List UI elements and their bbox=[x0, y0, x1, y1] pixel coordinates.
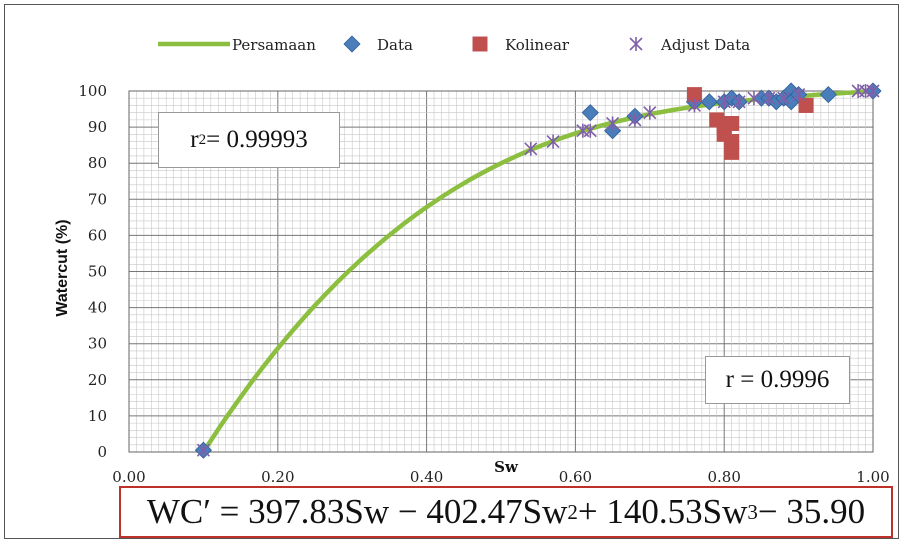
adjust-data-point bbox=[524, 141, 538, 156]
data-point bbox=[819, 86, 837, 104]
x-tick-label: 0.60 bbox=[559, 468, 592, 486]
y-tick-label: 70 bbox=[88, 190, 107, 208]
legend-item: Adjust Data bbox=[629, 36, 750, 54]
x-tick-label: 1.00 bbox=[856, 468, 889, 486]
y-axis-label: Watercut (%) bbox=[54, 219, 71, 316]
r2-base: r bbox=[190, 126, 199, 153]
adjust-data-point bbox=[643, 105, 657, 120]
legend-item: Data bbox=[343, 35, 413, 54]
y-tick-label: 50 bbox=[88, 263, 107, 281]
x-tick-label: 0.00 bbox=[112, 468, 145, 486]
legend: Persamaan Data Kolinear Adjust Data bbox=[158, 35, 750, 54]
adjust-data-point bbox=[687, 98, 702, 113]
r-annotation: r = 0.9996 bbox=[705, 356, 850, 404]
x-tick-label: 0.40 bbox=[410, 468, 443, 486]
legend-label: Data bbox=[377, 36, 413, 54]
regression-equation: WC′ = 397.83Sw − 402.47Sw 2 + 140.53Sw 3 −… bbox=[119, 486, 893, 538]
legend-swatch-square bbox=[472, 36, 488, 52]
adjust-data-point bbox=[546, 134, 560, 149]
y-tick-label: 90 bbox=[88, 118, 107, 136]
kolinear-point bbox=[724, 115, 740, 131]
plot-border bbox=[128, 90, 874, 453]
legend-item: Kolinear bbox=[472, 36, 570, 54]
y-tick-label: 0 bbox=[97, 443, 107, 461]
equation-square: 2 bbox=[567, 499, 578, 524]
adjust-data-point bbox=[628, 112, 642, 127]
adjust-data-point bbox=[747, 91, 761, 106]
legend-item: Persamaan bbox=[158, 36, 316, 54]
y-tick-label: 10 bbox=[88, 407, 107, 425]
legend-label: Kolinear bbox=[505, 36, 570, 54]
y-tick-label: 60 bbox=[88, 226, 107, 244]
r2-value: = 0.99993 bbox=[206, 126, 308, 153]
adjust-data-point bbox=[196, 443, 210, 458]
data-point bbox=[581, 104, 599, 122]
x-axis-label: Sw bbox=[494, 458, 519, 476]
adjust-data-point bbox=[762, 91, 776, 106]
kolinear-point bbox=[798, 97, 814, 113]
y-tick-label: 100 bbox=[78, 82, 107, 100]
r2-exponent: 2 bbox=[198, 131, 207, 148]
equation-cube: 3 bbox=[747, 499, 758, 524]
kolinear-point bbox=[724, 144, 740, 160]
x-tick-label: 0.80 bbox=[707, 468, 740, 486]
r-value: r = 0.9996 bbox=[725, 366, 830, 393]
axes: 0.00 0.20 0.40 0.60 0.80 1.00 0 10 20 30 40 50 60 70 8… bbox=[78, 82, 889, 486]
y-tick-label: 20 bbox=[88, 371, 107, 389]
data-points bbox=[194, 82, 882, 459]
equation-rhs: − 35.90 bbox=[757, 492, 866, 531]
data-point bbox=[700, 93, 718, 111]
y-tick-label: 30 bbox=[88, 335, 107, 353]
adjust-data-point bbox=[717, 94, 731, 109]
equation-lhs: WC′ = 397.83Sw − 402.47Sw bbox=[146, 492, 568, 531]
x-tick-label: 0.20 bbox=[261, 468, 294, 486]
legend-label: Adjust Data bbox=[660, 36, 750, 54]
adjust-data-point bbox=[606, 116, 620, 131]
legend-swatch-cross bbox=[629, 37, 643, 51]
adjust-data-point bbox=[866, 84, 880, 98]
y-tick-label: 80 bbox=[88, 154, 107, 172]
equation-mid: + 140.53Sw bbox=[577, 492, 748, 531]
adjust-data-point bbox=[583, 123, 597, 138]
adjust-data-point bbox=[792, 87, 806, 102]
kolinear-point bbox=[686, 87, 702, 103]
y-tick-label: 40 bbox=[88, 299, 107, 317]
legend-label: Persamaan bbox=[232, 36, 316, 54]
adjust-data-point bbox=[732, 94, 746, 109]
adjust-data-point bbox=[777, 91, 791, 106]
legend-swatch-diamond bbox=[343, 35, 361, 53]
